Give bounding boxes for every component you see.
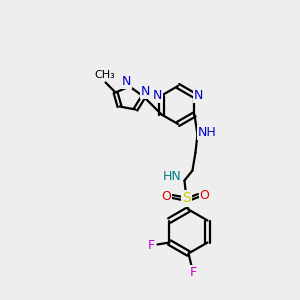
- Text: O: O: [200, 189, 209, 202]
- Text: F: F: [190, 266, 197, 279]
- Text: F: F: [148, 239, 155, 252]
- Text: N: N: [153, 89, 162, 102]
- Text: N: N: [194, 89, 203, 102]
- Text: N: N: [122, 75, 131, 88]
- Text: CH₃: CH₃: [94, 70, 115, 80]
- Text: N: N: [141, 85, 150, 98]
- Text: O: O: [161, 190, 171, 203]
- Text: NH: NH: [198, 126, 217, 139]
- Text: HN: HN: [163, 170, 182, 183]
- Text: S: S: [182, 191, 191, 206]
